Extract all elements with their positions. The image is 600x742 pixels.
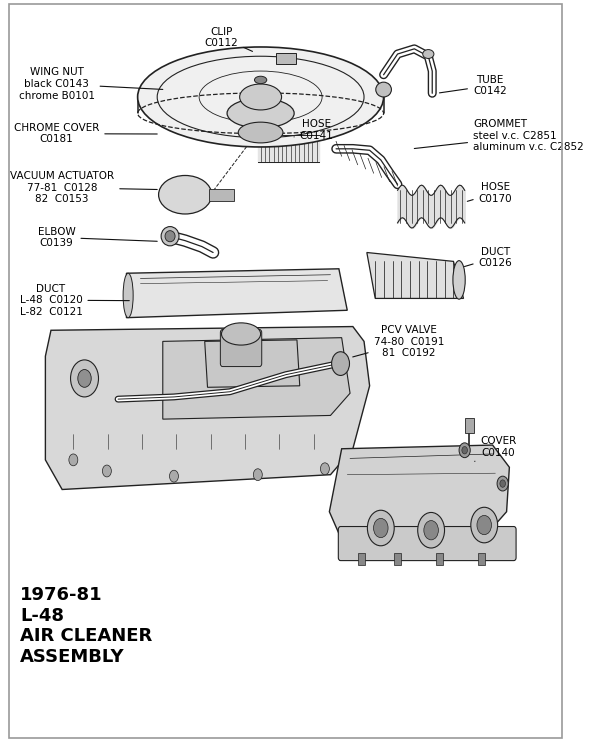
Circle shape: [332, 352, 349, 375]
FancyBboxPatch shape: [338, 527, 516, 561]
Text: DUCT
C0126: DUCT C0126: [464, 246, 512, 268]
Text: DUCT
L-48  C0120
L-82  C0121: DUCT L-48 C0120 L-82 C0121: [20, 283, 129, 317]
Bar: [394, 554, 401, 565]
Polygon shape: [367, 252, 464, 298]
Text: PCV VALVE
74-80  C0191
81  C0192: PCV VALVE 74-80 C0191 81 C0192: [353, 325, 444, 358]
Text: HOSE
C0141: HOSE C0141: [294, 119, 334, 141]
Bar: [276, 53, 296, 64]
Bar: [478, 554, 485, 565]
Circle shape: [497, 476, 508, 491]
Circle shape: [459, 443, 470, 458]
Circle shape: [78, 370, 91, 387]
Ellipse shape: [221, 323, 260, 345]
Bar: [464, 418, 473, 433]
Ellipse shape: [227, 99, 294, 128]
Polygon shape: [46, 326, 370, 490]
Circle shape: [374, 519, 388, 538]
Text: COVER
C0140: COVER C0140: [475, 436, 517, 462]
Ellipse shape: [158, 175, 212, 214]
Ellipse shape: [423, 50, 434, 59]
Circle shape: [367, 510, 394, 546]
Circle shape: [462, 447, 467, 454]
Polygon shape: [205, 340, 300, 387]
Text: CLIP
C0112: CLIP C0112: [205, 27, 253, 51]
Circle shape: [71, 360, 98, 397]
Polygon shape: [329, 445, 509, 540]
Ellipse shape: [137, 47, 383, 147]
Ellipse shape: [453, 260, 465, 299]
Ellipse shape: [376, 82, 391, 97]
Ellipse shape: [165, 231, 175, 242]
Polygon shape: [127, 269, 347, 318]
Ellipse shape: [238, 122, 283, 143]
Bar: [358, 554, 365, 565]
Circle shape: [103, 465, 112, 477]
Text: CHROME COVER
C0181: CHROME COVER C0181: [14, 123, 157, 145]
Bar: [436, 554, 443, 565]
Circle shape: [477, 516, 491, 535]
Circle shape: [471, 508, 497, 543]
Bar: [209, 188, 234, 200]
Circle shape: [418, 513, 445, 548]
Text: WING NUT
black C0143
chrome B0101: WING NUT black C0143 chrome B0101: [19, 68, 163, 101]
Circle shape: [253, 469, 262, 481]
Circle shape: [424, 521, 439, 540]
Circle shape: [169, 470, 178, 482]
Circle shape: [500, 480, 505, 487]
Ellipse shape: [254, 76, 267, 84]
Text: HOSE
C0170: HOSE C0170: [467, 182, 512, 204]
FancyBboxPatch shape: [220, 329, 262, 367]
Text: TUBE
C0142: TUBE C0142: [439, 75, 506, 96]
Ellipse shape: [239, 84, 281, 110]
Ellipse shape: [161, 226, 179, 246]
Text: GROMMET
steel v.c. C2851
aluminum v.c. C2852: GROMMET steel v.c. C2851 aluminum v.c. C…: [415, 119, 584, 152]
Text: 1976-81
L-48
AIR CLEANER
ASSEMBLY: 1976-81 L-48 AIR CLEANER ASSEMBLY: [20, 585, 152, 666]
Circle shape: [320, 463, 329, 475]
Text: ELBOW
C0139: ELBOW C0139: [38, 226, 157, 248]
Polygon shape: [163, 338, 350, 419]
Circle shape: [69, 454, 78, 466]
Text: VACUUM ACTUATOR
77-81  C0128
82  C0153: VACUUM ACTUATOR 77-81 C0128 82 C0153: [10, 171, 157, 204]
Ellipse shape: [123, 273, 133, 318]
